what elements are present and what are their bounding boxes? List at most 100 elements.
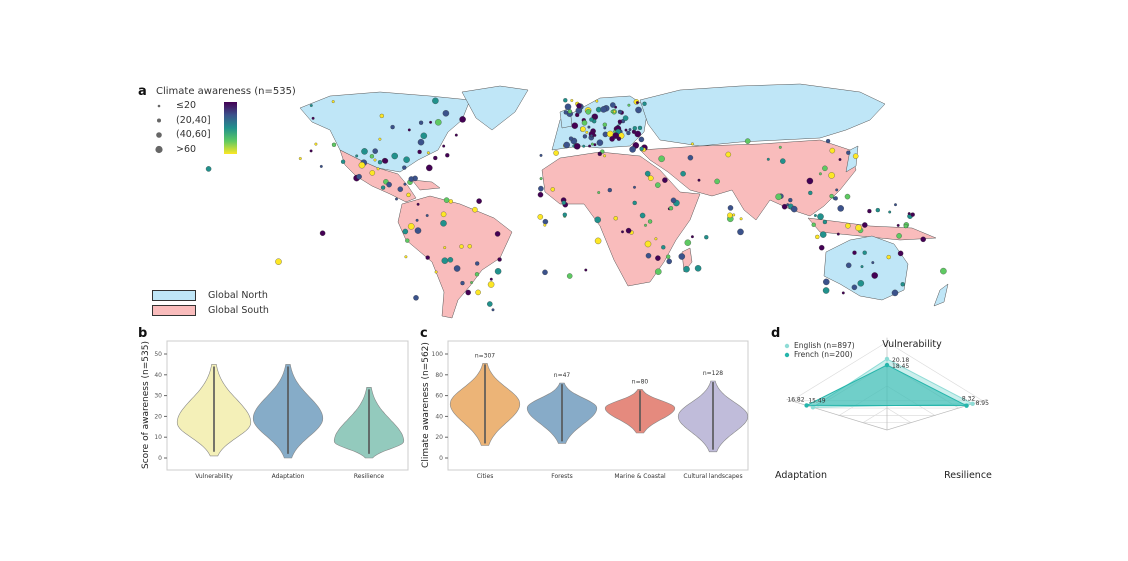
b-ytick-label: 50	[154, 351, 162, 358]
awareness-point	[386, 181, 392, 188]
awareness-point	[465, 289, 471, 296]
radar-legend-dot	[784, 343, 790, 349]
color-scale-bar	[224, 102, 237, 154]
awareness-point	[896, 223, 900, 227]
awareness-point	[588, 144, 592, 148]
awareness-point	[612, 132, 620, 139]
global-south-label: Global South	[208, 305, 269, 316]
awareness-point	[403, 156, 410, 163]
awareness-point	[644, 170, 651, 177]
panel-b-label: b	[138, 326, 148, 341]
c-ytick-label: 80	[435, 372, 443, 379]
c-n-label: n=80	[632, 378, 649, 385]
awareness-point	[683, 265, 690, 273]
c-ytick-label: 40	[435, 413, 443, 420]
awareness-point	[647, 219, 653, 224]
awareness-point	[592, 115, 596, 119]
awareness-point	[298, 157, 302, 160]
awareness-point	[790, 205, 798, 213]
awareness-point	[487, 301, 493, 307]
awareness-point	[382, 158, 389, 164]
awareness-point	[459, 244, 464, 249]
awareness-point	[408, 176, 415, 182]
awareness-point	[475, 261, 480, 266]
awareness-point	[595, 99, 599, 103]
c-n-label: n=47	[554, 372, 571, 379]
awareness-point	[680, 170, 686, 177]
awareness-point	[855, 224, 862, 232]
radar-value-label: 8.95	[976, 400, 990, 407]
awareness-point	[594, 216, 601, 224]
awareness-point	[871, 261, 875, 265]
awareness-point	[851, 284, 858, 291]
b-ytick-label: 40	[154, 372, 162, 379]
awareness-point	[662, 177, 668, 183]
global-north-swatch	[152, 290, 196, 301]
awareness-point	[589, 117, 594, 122]
awareness-point	[633, 185, 636, 189]
c-ytick-label: 20	[435, 434, 443, 441]
awareness-point	[590, 134, 593, 138]
awareness-point	[580, 126, 586, 132]
awareness-point	[704, 235, 709, 240]
awareness-point	[414, 227, 422, 234]
radar-point	[884, 356, 890, 362]
awareness-point	[896, 233, 902, 239]
awareness-point	[597, 151, 602, 157]
awareness-point	[813, 214, 817, 217]
awareness-point	[744, 138, 751, 144]
panel-d-label: d	[771, 326, 781, 341]
awareness-point	[309, 149, 313, 153]
awareness-point	[697, 178, 701, 182]
awareness-point	[626, 130, 631, 136]
awareness-point	[818, 244, 825, 251]
awareness-point	[617, 109, 623, 115]
awareness-point	[727, 212, 733, 219]
map-legend-title: Climate awareness (n=535)	[156, 86, 296, 97]
awareness-point	[894, 203, 897, 207]
land-australia	[823, 235, 909, 301]
radar-point	[964, 403, 969, 408]
awareness-point	[632, 200, 637, 206]
awareness-point	[476, 198, 482, 204]
c-ytick-label: 100	[432, 351, 444, 358]
b-ylabel: Score of awareness (n=535)	[141, 341, 151, 469]
awareness-point	[910, 212, 915, 217]
awareness-point	[311, 116, 315, 120]
awareness-point	[836, 232, 840, 236]
awareness-point	[644, 223, 647, 227]
awareness-point	[402, 228, 409, 235]
awareness-point	[459, 116, 466, 123]
awareness-point	[319, 164, 323, 168]
awareness-point	[808, 190, 813, 196]
land-greenland	[461, 85, 529, 131]
awareness-point	[571, 122, 579, 129]
awareness-point	[648, 175, 654, 181]
awareness-point	[613, 130, 617, 133]
awareness-point	[543, 223, 547, 227]
radar-point	[970, 401, 975, 407]
size-legend-dot	[156, 132, 162, 138]
awareness-point	[624, 128, 628, 132]
radar-axis-label-adaptation: Adaptation	[775, 470, 827, 481]
awareness-point	[442, 144, 446, 148]
awareness-point	[453, 265, 461, 272]
awareness-point	[811, 222, 816, 227]
awareness-point	[739, 217, 743, 221]
awareness-point	[780, 158, 786, 164]
c-ylabel: Climate awareness (n=562)	[421, 342, 431, 468]
awareness-point	[875, 207, 880, 213]
awareness-point	[886, 254, 891, 260]
awareness-point	[581, 120, 588, 126]
radar-axis	[786, 398, 888, 431]
radar-value-label: 8.32	[962, 396, 976, 403]
b-ytick-label: 10	[154, 434, 162, 441]
awareness-point	[585, 109, 592, 115]
awareness-point	[775, 193, 782, 201]
awareness-point	[355, 154, 359, 158]
land-japan	[845, 145, 859, 173]
b-xtick-label: Vulnerability	[195, 473, 233, 480]
awareness-point	[435, 119, 442, 126]
awareness-point	[563, 98, 568, 103]
